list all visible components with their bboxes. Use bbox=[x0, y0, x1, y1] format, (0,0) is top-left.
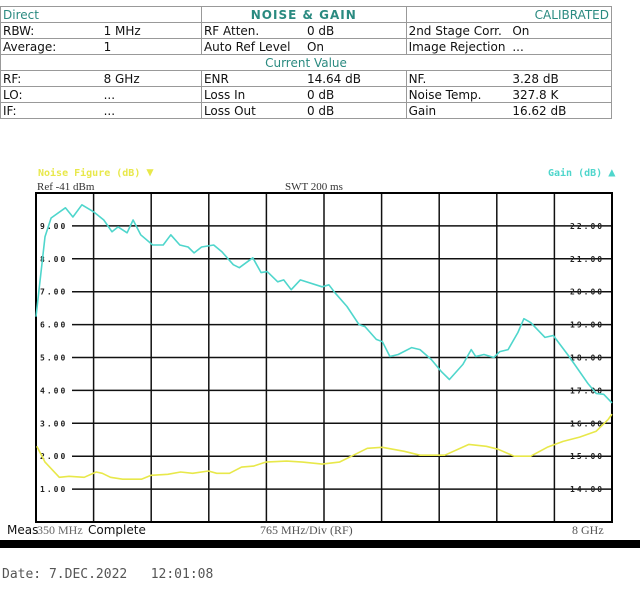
current-row: LO:... Loss In 0 dB Noise Temp. 327.8 K bbox=[0, 86, 613, 103]
status-complete: Complete bbox=[88, 523, 146, 537]
current-row: RF: 8 GHz ENR 14.64 dB NF. 3.28 dB bbox=[0, 70, 613, 87]
right-tick-label: 18.00 bbox=[570, 354, 604, 363]
info-table: Direct NOISE & GAIN CALIBRATED RBW: 1 MHz… bbox=[0, 6, 613, 119]
nf-axis-label: Noise Figure (dB) bbox=[38, 168, 141, 179]
value-label: Loss In bbox=[200, 86, 305, 103]
value-label: IF: bbox=[0, 102, 102, 119]
left-tick-label: 8.00 bbox=[40, 255, 67, 264]
current-row: IF:... Loss Out 0 dB Gain 16.62 dB bbox=[0, 102, 613, 119]
nf-legend: Noise Figure (dB) ▼ bbox=[38, 165, 154, 179]
nf-marker-icon: ▼ bbox=[146, 165, 154, 179]
left-tick-label: 4.00 bbox=[40, 386, 67, 395]
setting-label: Average: bbox=[0, 38, 102, 55]
left-tick-label: 5.00 bbox=[40, 354, 67, 363]
gain-trace bbox=[35, 204, 613, 404]
left-tick-label: 7.00 bbox=[40, 288, 67, 297]
meas-label: Meas bbox=[7, 523, 39, 537]
left-tick-label: 1.00 bbox=[40, 485, 67, 494]
plot-frame bbox=[35, 192, 613, 523]
value-label: Noise Temp. bbox=[405, 86, 511, 103]
right-tick-label: 17.00 bbox=[570, 386, 604, 395]
right-tick-label: 22.00 bbox=[570, 222, 604, 231]
left-tick-label: 9.00 bbox=[40, 222, 67, 231]
value-label: Gain bbox=[405, 102, 511, 119]
current-value: 0 dB bbox=[304, 102, 407, 119]
right-tick-label: 15.00 bbox=[570, 452, 604, 461]
noise-figure-trace bbox=[36, 413, 613, 481]
left-tick-label: 6.00 bbox=[40, 321, 67, 330]
ref-level: Ref -41 dBm bbox=[37, 181, 95, 193]
left-tick-label: 2.00 bbox=[40, 452, 67, 461]
sweep-time: SWT 200 ms bbox=[285, 181, 343, 193]
right-tick-label: 14.00 bbox=[570, 485, 604, 494]
right-tick-label: 16.00 bbox=[570, 419, 604, 428]
value-label: Loss Out bbox=[200, 102, 305, 119]
settings-row: Average: 1 Auto Ref Level On Image Rejecti… bbox=[0, 38, 613, 55]
current-value: 16.62 dB bbox=[510, 102, 613, 119]
start-frequency: 350 MHz bbox=[37, 523, 83, 537]
setting-label: 2nd Stage Corr. bbox=[405, 22, 511, 39]
stop-frequency: 8 GHz bbox=[572, 523, 604, 537]
setting-value: 0 dB bbox=[304, 22, 407, 39]
right-tick-label: 20.00 bbox=[570, 288, 604, 297]
date-stamp: Date: 7.DEC.2022 12:01:08 bbox=[2, 567, 214, 582]
right-tick-label: 19.00 bbox=[570, 321, 604, 330]
settings-row: RBW: 1 MHz RF Atten. 0 dB 2nd Stage Corr. O… bbox=[0, 22, 613, 39]
frequency-per-div: 765 MHz/Div (RF) bbox=[260, 523, 353, 537]
gain-legend: Gain (dB) ▲ bbox=[548, 165, 615, 179]
right-tick-label: 21.00 bbox=[570, 255, 604, 264]
divider-bar bbox=[0, 540, 640, 548]
left-tick-label: 3.00 bbox=[40, 419, 67, 428]
gain-marker-icon: ▲ bbox=[608, 165, 616, 179]
setting-label: Image Rejection bbox=[405, 38, 511, 55]
current-value: ... bbox=[101, 102, 202, 119]
gain-axis-label: Gain (dB) bbox=[548, 168, 603, 179]
